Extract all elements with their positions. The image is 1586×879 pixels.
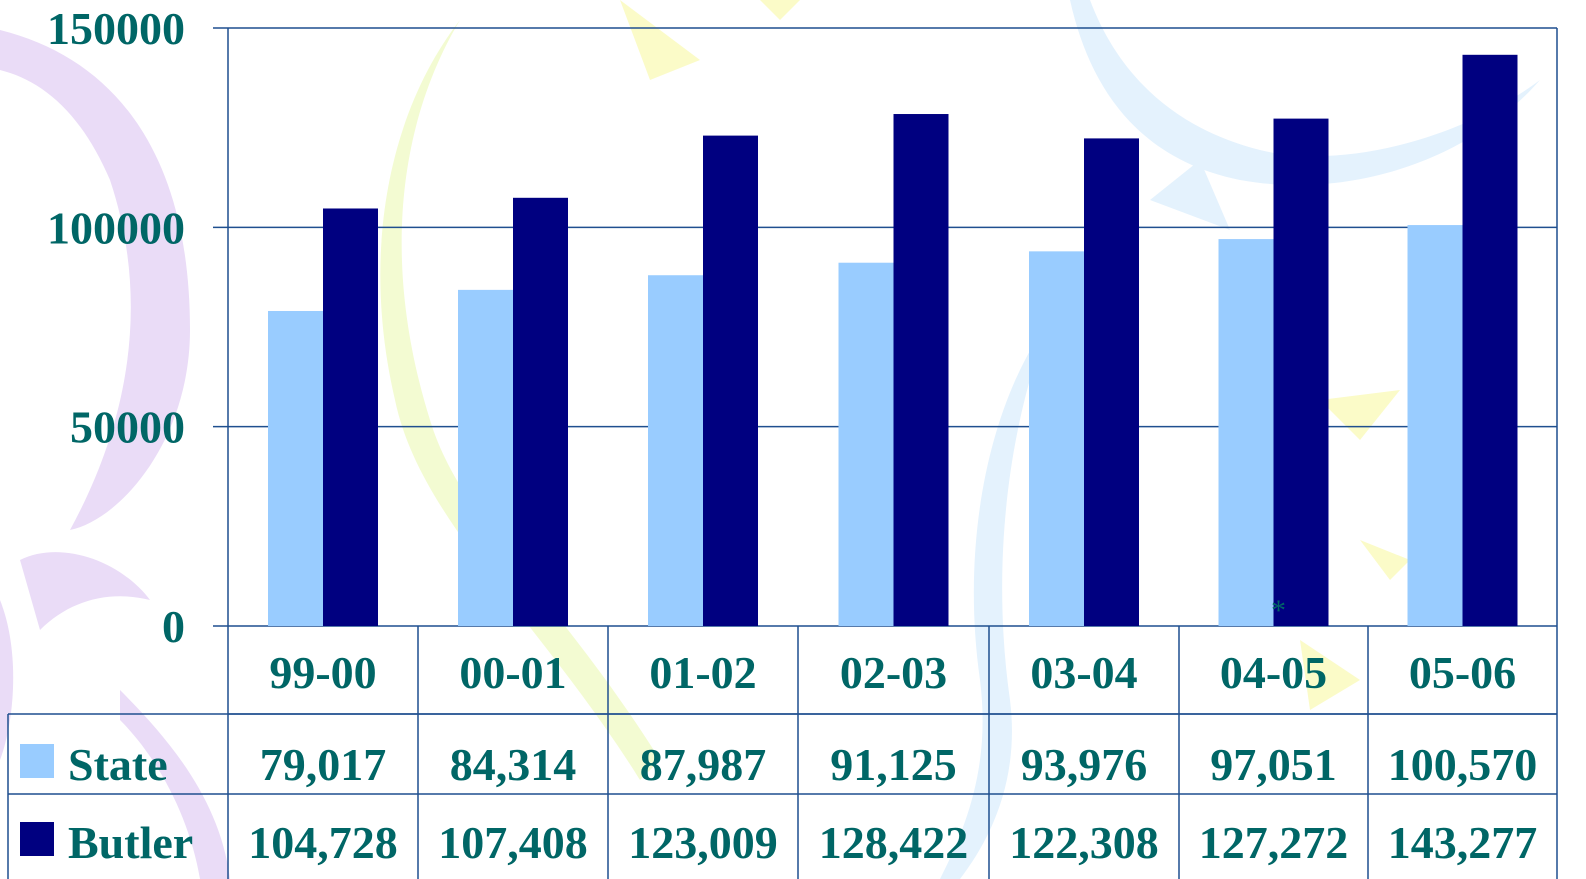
bar-state-00-01 xyxy=(458,289,513,626)
y-axis-ticks: 0 50000 100000 150000 xyxy=(47,3,185,652)
category-label: 01-02 xyxy=(649,647,756,698)
bar-butler-03-04 xyxy=(1084,138,1139,626)
y-tick-label: 50000 xyxy=(70,402,185,453)
data-label-butler: 122,308 xyxy=(1009,817,1159,868)
annotation-asterisk: * xyxy=(1271,594,1286,627)
legend-swatch-butler xyxy=(20,822,54,856)
data-label-state: 79,017 xyxy=(260,739,387,790)
data-label-state: 93,976 xyxy=(1021,739,1148,790)
category-label: 05-06 xyxy=(1409,647,1516,698)
y-tick-label: 100000 xyxy=(47,202,185,253)
data-label-state: 97,051 xyxy=(1210,739,1337,790)
data-label-butler: 123,009 xyxy=(628,817,778,868)
category-label: 04-05 xyxy=(1220,647,1327,698)
bar-state-04-05 xyxy=(1218,239,1274,626)
data-label-state: 100,570 xyxy=(1388,739,1538,790)
data-label-butler: 107,408 xyxy=(438,817,588,868)
y-tick-label: 150000 xyxy=(47,3,185,54)
data-label-state: 87,987 xyxy=(640,739,767,790)
bar-state-02-03 xyxy=(838,262,894,626)
data-label-butler: 104,728 xyxy=(248,817,398,868)
category-label: 02-03 xyxy=(840,647,947,698)
category-label: 00-01 xyxy=(459,647,566,698)
data-label-butler: 127,272 xyxy=(1199,817,1349,868)
bar-state-03-04 xyxy=(1029,251,1084,627)
legend-label-butler: Butler xyxy=(68,817,193,868)
category-label: 99-00 xyxy=(269,647,376,698)
bar-state-99-00 xyxy=(268,310,323,626)
bar-butler-05-06 xyxy=(1462,54,1518,626)
bar-butler-04-05 xyxy=(1273,118,1329,627)
bars xyxy=(268,54,1518,627)
annotation-layer: * xyxy=(1271,594,1286,627)
data-label-state: 84,314 xyxy=(450,739,577,790)
bar-butler-00-01 xyxy=(513,197,568,626)
data-table-cells: 99-00 00-01 01-02 02-03 03-04 04-05 05-06 State… xyxy=(20,647,1537,868)
data-table-grid xyxy=(7,626,1558,879)
legend-label-state: State xyxy=(68,739,168,790)
data-label-butler: 143,277 xyxy=(1388,817,1538,868)
data-label-butler: 128,422 xyxy=(819,817,969,868)
y-tick-label: 0 xyxy=(162,601,185,652)
bar-butler-02-03 xyxy=(893,114,949,626)
bar-butler-99-00 xyxy=(323,208,378,626)
category-label: 03-04 xyxy=(1030,647,1137,698)
bar-state-01-02 xyxy=(648,275,703,626)
bar-butler-01-02 xyxy=(703,135,758,626)
legend-swatch-state xyxy=(20,744,54,778)
data-label-state: 91,125 xyxy=(830,739,957,790)
bar-state-05-06 xyxy=(1407,225,1463,627)
